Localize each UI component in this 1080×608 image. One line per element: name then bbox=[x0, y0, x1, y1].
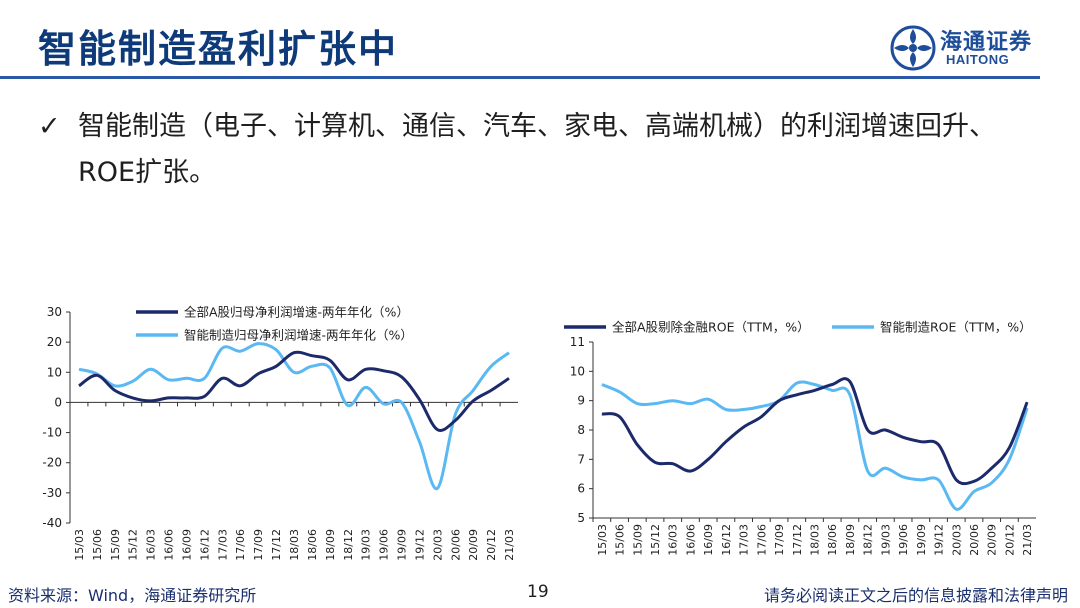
chart1-y-tick-label: -30 bbox=[42, 486, 62, 500]
chart1-x-tick-label: 19/06 bbox=[378, 529, 391, 561]
page-number: 19 bbox=[527, 582, 549, 602]
chart1-x-tick-label: 17/03 bbox=[216, 529, 229, 561]
chart2-series-line-2 bbox=[601, 380, 1029, 511]
chart2-x-tick-label: 15/06 bbox=[614, 524, 627, 556]
chart2-legend-label-2: 智能制造ROE（TTM，%） bbox=[880, 320, 1032, 335]
chart1-x-tick-label: 15/03 bbox=[73, 529, 86, 561]
chart2-x-tick-label: 20/09 bbox=[986, 524, 999, 556]
chart1-y-tick-label: 0 bbox=[54, 395, 62, 409]
chart1-x-tick-label: 19/03 bbox=[360, 529, 373, 561]
chart2-x-tick-label: 20/03 bbox=[950, 524, 963, 556]
chart1-y-tick-label: 30 bbox=[47, 305, 62, 319]
chart1-series-line-1 bbox=[78, 350, 510, 432]
chart1-x-tick-label: 19/09 bbox=[396, 529, 409, 561]
disclaimer: 请务必阅读正文之后的信息披露和法律声明 bbox=[763, 586, 1068, 605]
chart1-y-tick-label: -20 bbox=[42, 456, 62, 470]
bullet-text: 智能制造（电子、计算机、通信、汽车、家电、高端机械）的利润增速回升、ROE扩张。 bbox=[78, 111, 996, 188]
chart1-series-line-2 bbox=[78, 342, 510, 490]
chart1-y-tick-label: -40 bbox=[42, 516, 62, 530]
chart1-x-tick-label: 17/09 bbox=[252, 529, 265, 561]
roe-chart: 11 10 9 8 7 6 5 15/03 15/06 15/09 15/12 16/03 16/06 1… bbox=[564, 320, 1036, 556]
chart2-x-tick-label: 17/03 bbox=[738, 524, 751, 556]
chart2-x-tick-label: 20/12 bbox=[1003, 524, 1016, 556]
chart2-x-tick-label: 16/12 bbox=[720, 524, 733, 556]
chart2-x-tick-label: 17/06 bbox=[755, 524, 768, 556]
chart2-y-tick-label: 9 bbox=[577, 394, 585, 408]
chart1-x-tick-label: 20/03 bbox=[431, 529, 444, 561]
source-note: 资料来源：Wind，海通证券研究所 bbox=[8, 586, 257, 605]
chart2-y-tick-label: 8 bbox=[577, 423, 585, 437]
chart2-series-line-1 bbox=[601, 377, 1029, 486]
chart1-x-tick-label: 15/06 bbox=[91, 529, 104, 561]
logo-emblem-icon bbox=[890, 25, 936, 71]
chart1-y-tick-label: -10 bbox=[42, 426, 62, 440]
chart2-y-tick-label: 10 bbox=[570, 364, 585, 378]
checkmark-icon: ✓ bbox=[38, 111, 61, 142]
chart1-x-tick-label: 18/09 bbox=[324, 529, 337, 561]
chart1-x-tick-label: 19/12 bbox=[413, 529, 426, 561]
chart1-x-tick-label: 16/06 bbox=[163, 529, 176, 561]
chart2-y-tick-label: 7 bbox=[577, 452, 585, 466]
chart2-x-tick-label: 15/09 bbox=[631, 524, 644, 556]
chart2-y-tick-label: 6 bbox=[577, 482, 585, 496]
chart1-x-tick-label: 18/12 bbox=[342, 529, 355, 561]
chart2-y-tick-label: 5 bbox=[577, 511, 585, 525]
page-title: 智能制造盈利扩张中 bbox=[38, 27, 399, 71]
chart1-x-tick-label: 17/06 bbox=[234, 529, 247, 561]
chart1-x-tick-label: 20/06 bbox=[449, 529, 462, 561]
chart1-x-tick-label: 21/03 bbox=[503, 529, 516, 561]
chart1-y-tick-label: 20 bbox=[47, 335, 62, 349]
chart2-x-tick-label: 15/12 bbox=[649, 524, 662, 556]
chart1-x-tick-label: 16/12 bbox=[198, 529, 211, 561]
chart1-legend-label-1: 全部A股归母净利润增速-两年年化（%） bbox=[184, 305, 409, 320]
chart2-x-tick-label: 18/06 bbox=[826, 524, 839, 556]
logo-chinese-name: 海通证券 bbox=[940, 29, 1033, 55]
chart1-x-tick-label: 15/12 bbox=[127, 529, 140, 561]
profit-growth-chart: 30 20 10 0 -10 -20 -30 -40 15/03 15/06 15/09 15/12 1… bbox=[42, 305, 518, 561]
chart2-x-tick-label: 15/03 bbox=[596, 524, 609, 556]
chart2-x-tick-label: 19/03 bbox=[879, 524, 892, 556]
logo-english-name: HAITONG bbox=[946, 52, 1010, 67]
chart1-x-tick-label: 18/03 bbox=[288, 529, 301, 561]
header-divider bbox=[0, 76, 1040, 79]
chart2-x-tick-label: 18/09 bbox=[844, 524, 857, 556]
chart2-x-tick-label: 21/03 bbox=[1021, 524, 1034, 556]
chart1-x-tick-label: 20/09 bbox=[467, 529, 480, 561]
chart2-x-tick-label: 18/12 bbox=[862, 524, 875, 556]
chart2-x-tick-label: 18/03 bbox=[809, 524, 822, 556]
chart2-x-tick-label: 16/06 bbox=[684, 524, 697, 556]
chart2-x-tick-label: 20/06 bbox=[968, 524, 981, 556]
company-logo: 海通证券 HAITONG bbox=[888, 22, 1038, 76]
chart1-x-tick-label: 16/03 bbox=[145, 529, 158, 561]
chart2-x-tick-label: 16/03 bbox=[667, 524, 680, 556]
chart1-x-tick-label: 18/06 bbox=[306, 529, 319, 561]
chart2-x-tick-label: 16/09 bbox=[702, 524, 715, 556]
chart2-x-tick-label: 19/09 bbox=[915, 524, 928, 556]
chart1-y-tick-label: 10 bbox=[47, 365, 62, 379]
chart2-y-tick-label: 11 bbox=[570, 335, 585, 349]
chart2-x-tick-label: 19/06 bbox=[897, 524, 910, 556]
bullet-point: ✓ 智能制造（电子、计算机、通信、汽车、家电、高端机械）的利润增速回升、ROE扩… bbox=[38, 104, 1048, 196]
chart1-x-tick-label: 15/09 bbox=[109, 529, 122, 561]
chart1-x-tick-label: 16/09 bbox=[180, 529, 193, 561]
chart2-legend-label-1: 全部A股剔除金融ROE（TTM，%） bbox=[612, 320, 810, 335]
chart2-x-tick-label: 19/12 bbox=[933, 524, 946, 556]
chart2-x-tick-label: 17/12 bbox=[791, 524, 804, 556]
chart1-x-tick-label: 17/12 bbox=[270, 529, 283, 561]
chart2-x-tick-label: 17/09 bbox=[773, 524, 786, 556]
chart1-legend-label-2: 智能制造归母净利润增速-两年年化（%） bbox=[184, 328, 413, 343]
chart1-x-tick-label: 20/12 bbox=[485, 529, 498, 561]
